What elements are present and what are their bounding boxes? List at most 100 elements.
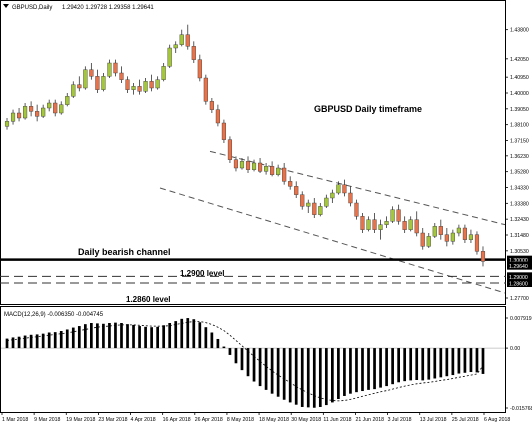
price-tag-label: 1.30000 <box>509 258 528 264</box>
channel-lower-line <box>159 187 506 294</box>
candle-body-bull <box>366 219 371 230</box>
price-tick-label: 1.37150 <box>510 139 529 145</box>
candle <box>384 216 389 228</box>
candle-body-bear <box>372 219 377 230</box>
candle <box>125 76 130 93</box>
candle <box>324 194 329 208</box>
candle <box>474 231 480 255</box>
candle-body-bull <box>330 192 335 199</box>
price-tick-label: 1.31480 <box>510 233 529 239</box>
candle <box>221 119 226 143</box>
price-axis: 1.43800 1.42050 1.40950 1.40000 1.39050 1.381… <box>505 28 532 302</box>
candle <box>131 83 136 95</box>
channel-annotation: Daily bearish channel <box>78 247 171 257</box>
level-1290-annotation: 1.2900 level <box>180 269 224 278</box>
candle <box>35 104 40 122</box>
candle <box>390 206 395 223</box>
candle-body-bull <box>468 234 474 240</box>
candle-body-bear <box>203 77 208 102</box>
candle-body-bear <box>420 232 425 247</box>
candle-body-bull <box>107 62 112 77</box>
candle <box>113 59 118 77</box>
candle <box>191 41 196 63</box>
candle <box>360 213 365 233</box>
candle-body-bull <box>239 161 245 169</box>
candle-body-bull <box>306 202 311 207</box>
candle <box>300 191 305 210</box>
time-tick-label: 25 Jul 2018 <box>452 417 479 423</box>
candle <box>468 229 474 243</box>
candle <box>264 163 269 175</box>
candle <box>167 44 172 68</box>
candle-body-bear <box>113 62 118 74</box>
candle-body-bull <box>59 104 64 114</box>
candle <box>173 41 178 53</box>
candle <box>101 73 106 92</box>
candle <box>29 101 34 117</box>
candle-body-bear <box>480 251 486 262</box>
macd-signal-line <box>6 321 484 402</box>
candle-body-bull <box>101 76 106 90</box>
candle-body-bear <box>77 84 82 89</box>
candle-body-bear <box>396 209 401 222</box>
ohlc-label: 1.29420 1.29728 1.29358 1.29641 <box>62 5 154 11</box>
candle <box>408 216 413 232</box>
candle <box>41 104 46 118</box>
main-panel-frame <box>0 0 506 305</box>
macd-histogram <box>1 318 505 408</box>
candle-body-bear <box>137 86 142 92</box>
price-tag-label: 1.29000 <box>509 275 528 281</box>
candle <box>348 186 353 207</box>
candle-body-bear <box>35 111 40 117</box>
candle-body-bull <box>450 232 455 242</box>
candle <box>294 181 299 198</box>
candle-body-bull <box>161 66 166 80</box>
candle-body-bull <box>336 184 341 194</box>
candle-body-bull <box>173 44 178 49</box>
candle <box>233 156 239 172</box>
candle <box>53 99 58 117</box>
price-tag-bg <box>507 261 532 270</box>
price-tag-label: 1.29640 <box>509 264 528 270</box>
candle-body-bull <box>378 224 383 230</box>
collapse-triangle-icon[interactable] <box>3 4 9 8</box>
candle <box>342 179 347 197</box>
candle-body-bear <box>209 101 214 110</box>
price-tick-label: 1.40950 <box>510 75 529 81</box>
candle-body-bear <box>53 102 58 114</box>
candle-body-bull <box>324 197 329 207</box>
macd-axis: 0.007919 0.00 -0.015768 <box>505 316 532 412</box>
candle-body-bear <box>288 181 293 187</box>
candle-body-bull <box>390 209 395 222</box>
candle <box>239 158 245 170</box>
candle <box>420 228 425 250</box>
candle-body-bear <box>360 216 365 230</box>
candle <box>143 78 148 93</box>
price-tag-label: 1.28600 <box>509 282 528 288</box>
candle-body-bull <box>65 96 70 105</box>
candle <box>119 66 124 83</box>
candle <box>4 118 10 130</box>
time-tick-label: 11 Jun 2018 <box>323 417 351 423</box>
price-tick-label: 1.42050 <box>510 57 529 63</box>
price-tick-label: 1.27700 <box>510 296 529 302</box>
candle-body-bull <box>83 69 88 89</box>
candle-body-bull <box>4 121 10 127</box>
candle-body-bull <box>251 162 257 170</box>
time-axis: 1 Mar 2018 9 Mar 2018 19 Mar 2018 23 Mar 20… <box>1 412 510 423</box>
candle <box>16 108 22 122</box>
price-tick-label: 1.32430 <box>510 217 529 223</box>
candle <box>149 74 154 92</box>
time-tick-label: 16 Apr 2018 <box>163 417 191 423</box>
candle-body-bull <box>318 206 323 215</box>
price-tick-label: 1.40000 <box>510 91 529 97</box>
macd-tick-label: 0.007919 <box>510 316 532 322</box>
candle-body-bull <box>384 221 389 225</box>
candle <box>336 181 341 195</box>
candle-body-bull <box>10 112 16 122</box>
candle <box>306 199 311 213</box>
price-tick-label: 1.34330 <box>510 186 529 192</box>
price-tick-label: 1.33380 <box>510 201 529 207</box>
candle <box>257 158 263 173</box>
